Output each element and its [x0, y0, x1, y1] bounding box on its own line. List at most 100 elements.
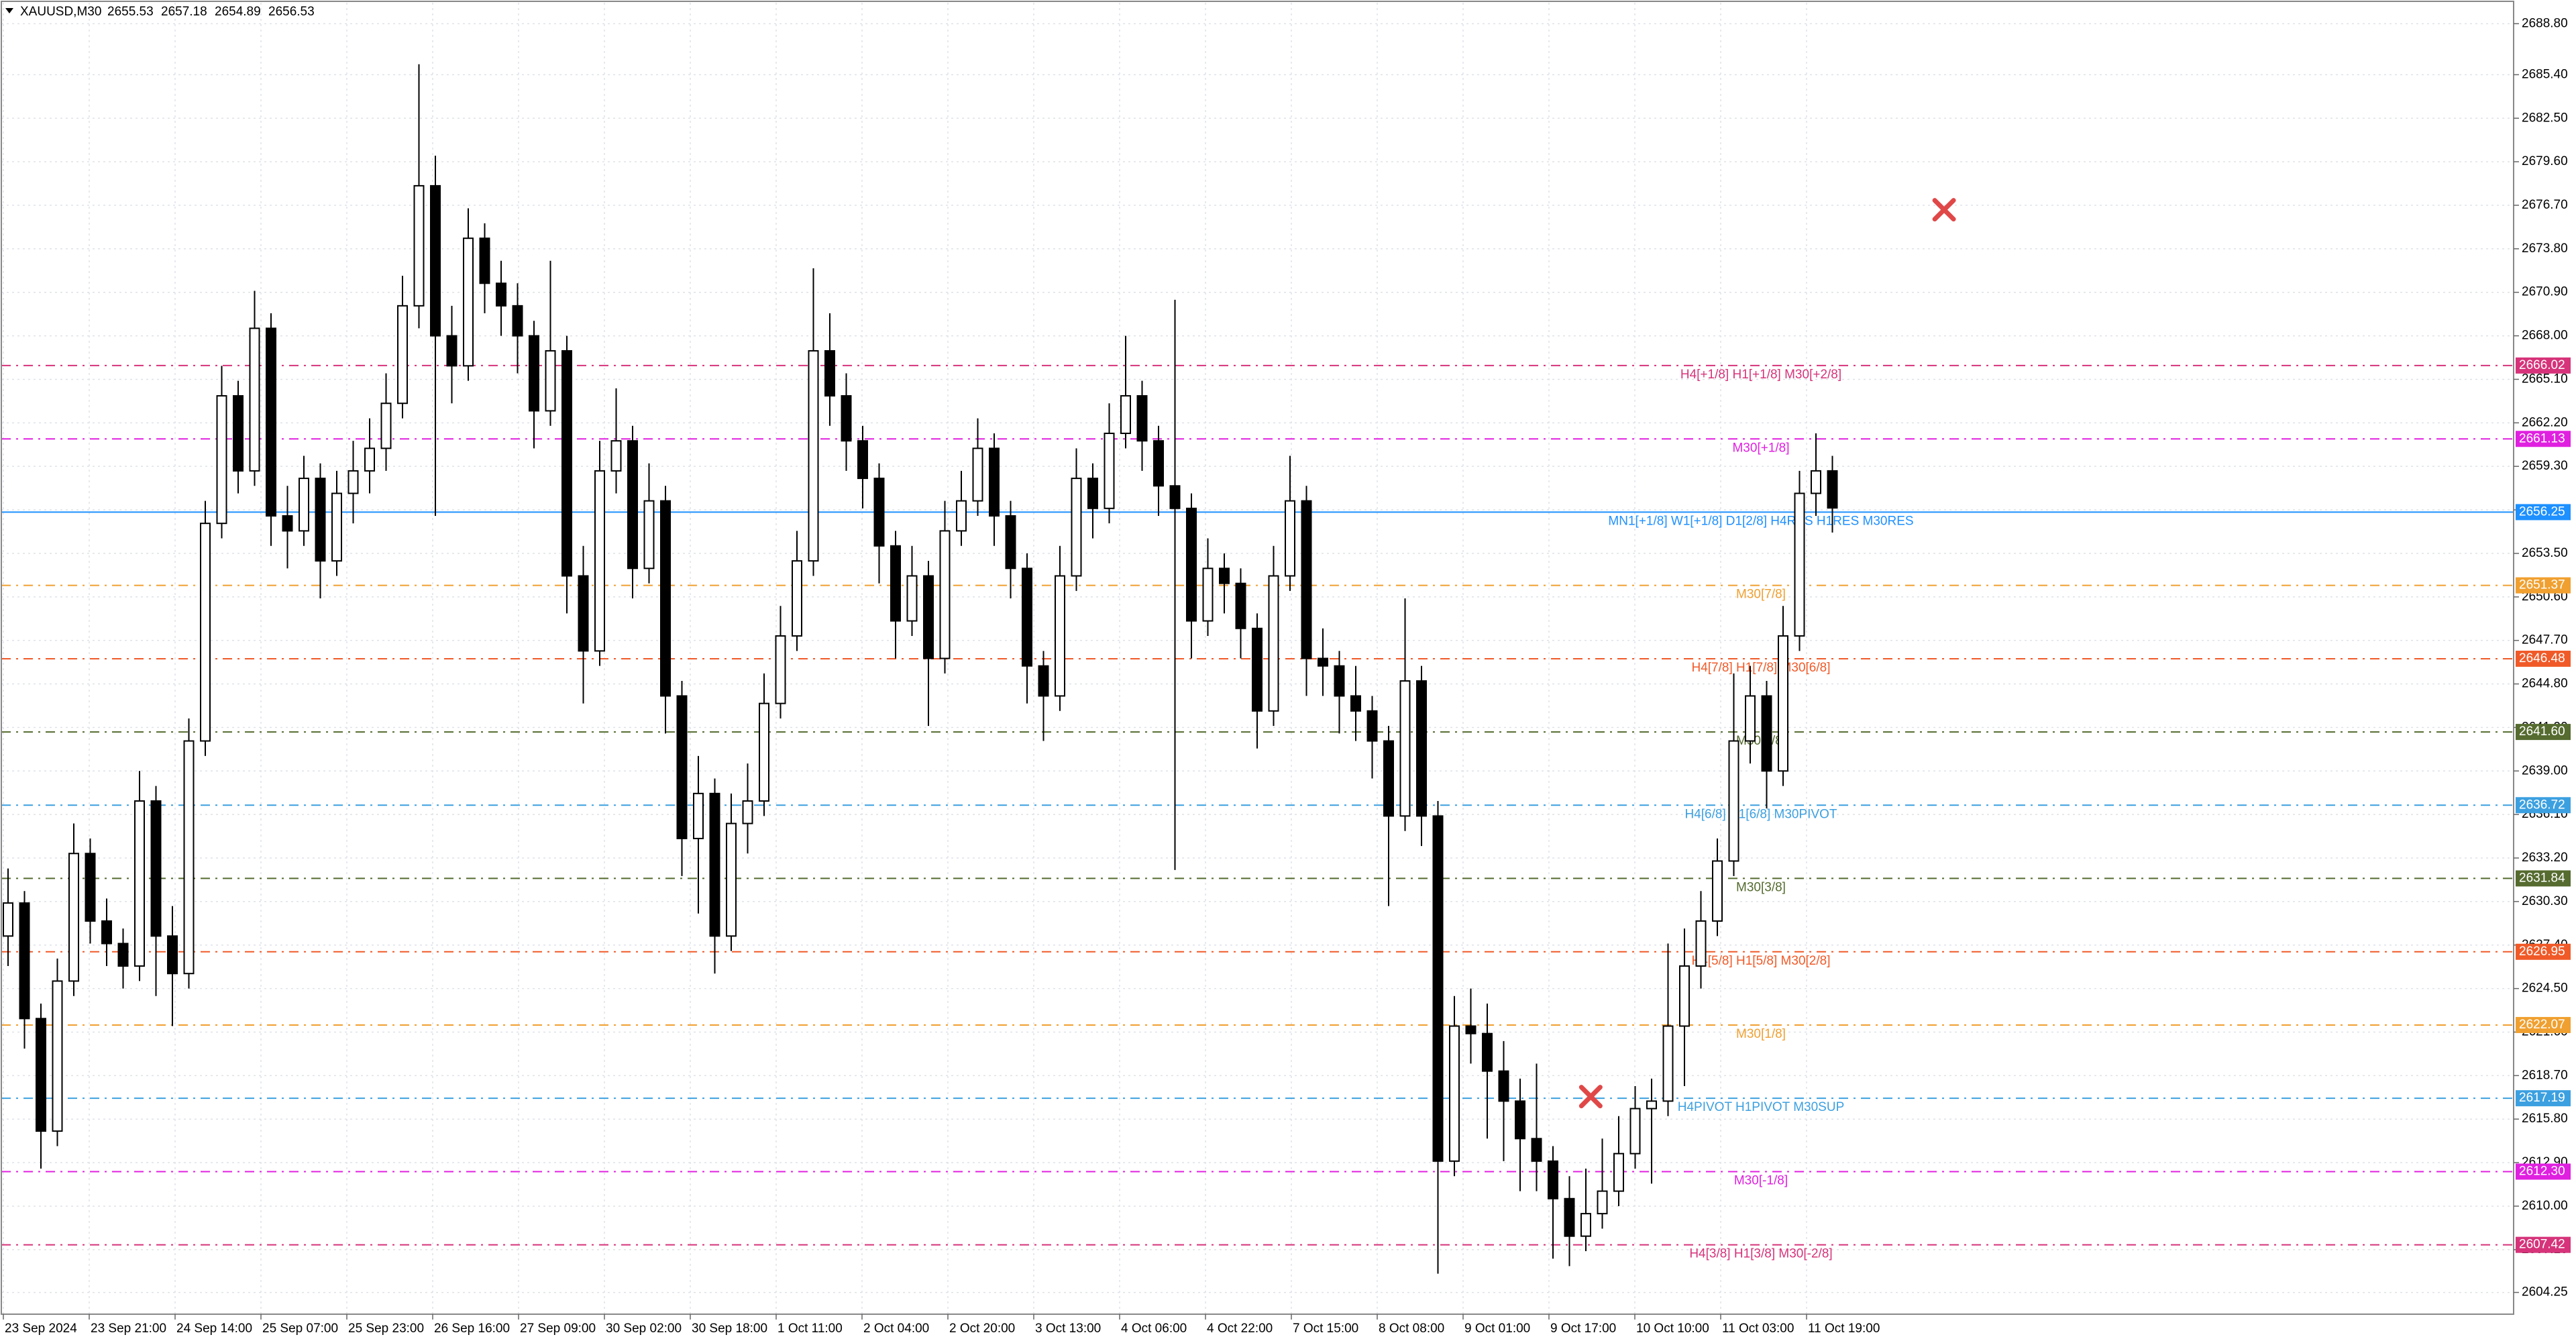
level-label: H4[3/8] H1[3/8] M30[-2/8] — [1689, 1247, 1832, 1261]
candle-body — [923, 575, 934, 659]
candle-body — [1695, 920, 1707, 967]
y-tick-label: 2610.00 — [2522, 1199, 2568, 1213]
candle-body — [52, 980, 63, 1132]
candle-body — [709, 792, 720, 937]
y-tick-label: 2653.50 — [2522, 546, 2568, 560]
y-tick-label: 2644.80 — [2522, 677, 2568, 691]
level-label: H4[7/8] H1[7/8] M30[6/8] — [1691, 661, 1830, 675]
x-tick-label: 3 Oct 13:00 — [1035, 1322, 1101, 1336]
y-tick-label: 2688.80 — [2522, 16, 2568, 30]
x-tick-label: 1 Oct 11:00 — [777, 1322, 843, 1336]
plot-border — [1, 1, 2514, 1315]
candle-body — [1399, 680, 1411, 817]
price-box-label: 2651.37 — [2519, 578, 2565, 592]
candle-body — [1564, 1197, 1575, 1237]
candle-body — [1465, 1025, 1477, 1034]
candle-body — [1005, 515, 1016, 570]
candle-body — [1449, 1025, 1460, 1162]
candle-body — [347, 470, 359, 494]
candle-body — [331, 492, 342, 562]
level-label: M30[3/8] — [1736, 880, 1786, 894]
candle-body — [1252, 627, 1263, 712]
price-box-label: 2617.19 — [2519, 1091, 2565, 1105]
candle-body — [1120, 395, 1131, 434]
axes: 2688.80 2685.40 2682.50 2679.60 2676.70 2673.… — [3, 16, 2571, 1336]
x-tick-label: 24 Sep 14:00 — [176, 1322, 252, 1336]
price-box-label: 2622.07 — [2519, 1018, 2565, 1032]
price-box-label: 2607.42 — [2519, 1238, 2565, 1252]
level-label: H4[+1/8] H1[+1/8] M30[+2/8] — [1680, 368, 1841, 382]
level-label: H4PIVOT H1PIVOT M30SUP — [1678, 1100, 1845, 1114]
price-box-label: 2636.72 — [2519, 798, 2565, 812]
y-tick-label: 2670.90 — [2522, 285, 2568, 299]
candle-body — [676, 695, 688, 839]
x-tick-label: 27 Sep 09:00 — [520, 1322, 596, 1336]
candle-body — [1104, 432, 1115, 509]
candle-body — [1285, 500, 1295, 577]
candle-body — [775, 635, 786, 704]
y-tick-label: 2633.20 — [2522, 851, 2568, 865]
candle-body — [693, 792, 704, 839]
header-value: 2655.53 — [107, 5, 154, 19]
candle-body — [266, 327, 276, 517]
candle-body — [315, 478, 326, 562]
x-tick-label: 4 Oct 06:00 — [1121, 1322, 1187, 1336]
candle-body — [430, 184, 441, 337]
candle-body — [1498, 1070, 1509, 1102]
signal-marker — [1578, 1085, 1603, 1109]
header-value: 2656.53 — [268, 5, 315, 19]
level-label: M30[7/8] — [1736, 588, 1786, 602]
menu-arrow[interactable] — [5, 8, 13, 13]
candle-body — [249, 327, 260, 472]
y-tick-label: 2685.40 — [2522, 67, 2568, 81]
candle-body — [1745, 695, 1756, 742]
x-tick-label: 11 Oct 03:00 — [1722, 1322, 1794, 1336]
candle-body — [397, 305, 408, 405]
candles — [3, 64, 1838, 1274]
candle-body — [1334, 665, 1345, 697]
header-value: 2657.18 — [161, 5, 207, 19]
candle-body — [1153, 440, 1164, 487]
candle-body — [890, 545, 901, 622]
x-tick-label: 7 Oct 15:00 — [1293, 1322, 1358, 1336]
candle-body — [85, 853, 96, 922]
y-tick-label: 2682.50 — [2522, 111, 2568, 125]
x-tick-label: 2 Oct 04:00 — [863, 1322, 929, 1336]
x-tick-label: 25 Sep 23:00 — [348, 1322, 424, 1336]
candle-body — [1186, 507, 1197, 622]
candle-body — [972, 447, 983, 502]
y-tick-label: 2662.20 — [2522, 415, 2568, 429]
candle-body — [1712, 860, 1723, 922]
candle-body — [561, 350, 572, 577]
candle-body — [1071, 478, 1082, 577]
candle-body — [446, 335, 458, 367]
price-box — [2516, 357, 2571, 374]
price-box — [2516, 1016, 2571, 1033]
candle-body — [1580, 1213, 1591, 1237]
candle-body — [1548, 1160, 1558, 1199]
candle-body — [1794, 492, 1805, 637]
price-box — [2516, 1236, 2571, 1253]
level-label: M30[-1/8] — [1734, 1174, 1788, 1188]
x-tick-label: 9 Oct 17:00 — [1550, 1322, 1616, 1336]
candle-body — [496, 282, 506, 307]
level-label: MN1[+1/8] W1[+1/8] D1[2/8] H4RES H1RES M… — [1608, 514, 1913, 528]
candle-body — [529, 335, 539, 412]
candle-body — [1629, 1108, 1641, 1155]
level-label: H4[6/8] H1[6/8] M30PIVOT — [1684, 807, 1837, 821]
candle-body — [117, 943, 129, 967]
candle-body — [1087, 478, 1098, 509]
candle-body — [1416, 680, 1427, 817]
candle-body — [594, 470, 605, 652]
candle-body — [512, 305, 523, 337]
candle-body — [1055, 575, 1065, 697]
y-tick-label: 2618.70 — [2522, 1068, 2568, 1082]
candle-body — [1318, 657, 1328, 667]
candle-body — [101, 920, 112, 945]
candle-body — [759, 702, 769, 802]
y-tick-label: 2659.30 — [2522, 459, 2568, 473]
price-box-label: 2641.60 — [2519, 725, 2565, 739]
price-box — [2516, 431, 2571, 447]
candle-body — [19, 902, 30, 1020]
level-label: M30[+1/8] — [1732, 441, 1789, 455]
